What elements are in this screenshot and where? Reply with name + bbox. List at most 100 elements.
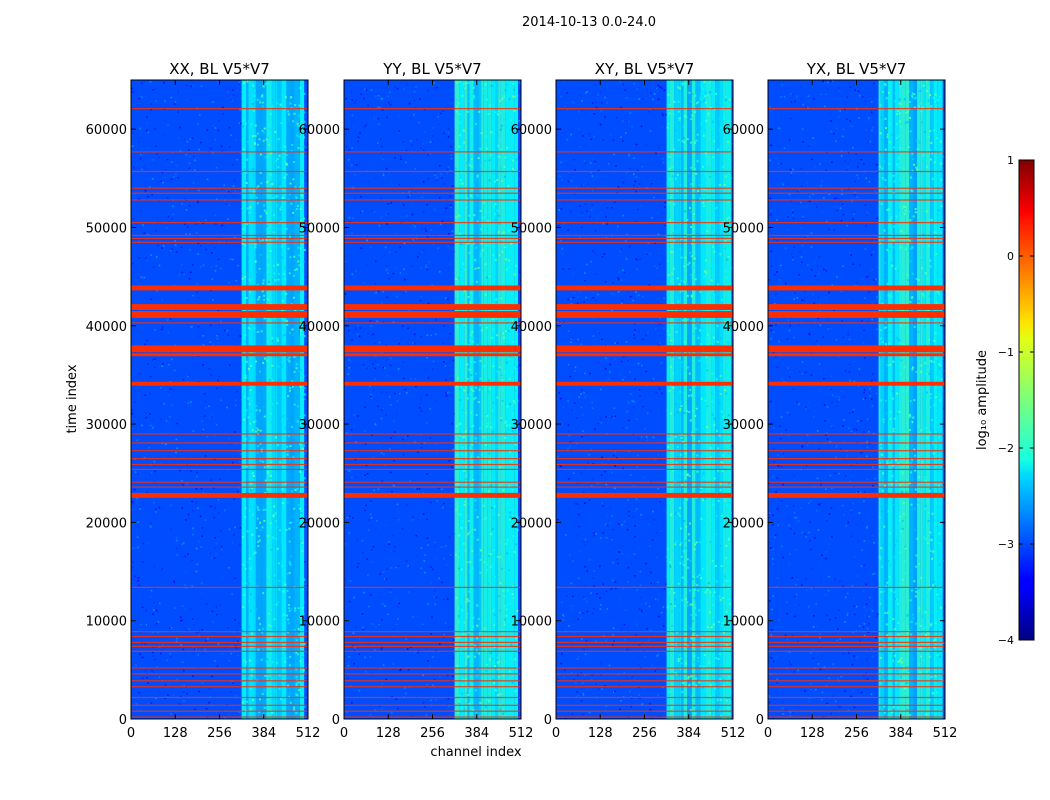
noise-speckle [374,423,376,425]
noise-speckle [441,488,443,491]
noise-speckle [147,363,149,365]
signal-stripe [291,80,295,719]
band-speckle [484,83,487,86]
noise-speckle [422,636,424,639]
noise-speckle [611,416,613,418]
band-speckle [279,185,282,188]
noise-speckle [638,694,640,696]
flag-line [344,450,521,452]
noise-speckle [392,554,395,557]
band-speckle [498,633,501,636]
noise-speckle [213,557,216,559]
noise-speckle [657,715,659,718]
band-speckle [458,647,460,650]
noise-speckle [196,563,199,566]
flag-line [131,151,308,153]
band-speckle [294,607,297,610]
noise-speckle [366,239,368,242]
band-speckle [301,175,304,178]
band-speckle [284,267,287,270]
noise-speckle [189,155,191,158]
noise-speckle [226,406,228,409]
noise-speckle [385,360,387,363]
noise-speckle [190,326,192,328]
noise-speckle [191,325,193,328]
noise-speckle [237,654,239,657]
noise-speckle [623,376,626,378]
noise-speckle [436,499,439,502]
band-speckle [259,240,262,242]
band-speckle [498,222,501,225]
noise-speckle [584,396,586,399]
band-speckle [281,565,284,568]
noise-speckle [579,94,582,96]
noise-speckle [353,425,356,427]
noise-speckle [427,376,430,379]
noise-speckle [205,603,208,605]
noise-speckle [439,661,441,663]
noise-speckle [192,155,195,158]
band-speckle [282,502,285,505]
noise-speckle [214,504,217,506]
noise-speckle [351,273,354,276]
noise-speckle [219,604,221,607]
noise-speckle [210,147,212,150]
noise-speckle [208,343,211,346]
noise-speckle [452,499,454,502]
band-speckle [506,220,508,223]
x-tick-label: 384 [464,726,489,741]
band-speckle [508,424,511,427]
noise-speckle [584,203,587,205]
band-speckle [456,453,459,456]
noise-speckle [133,575,136,578]
band-speckle [285,319,288,322]
noise-speckle [370,325,372,328]
noise-speckle [360,93,362,95]
noise-speckle [378,446,380,448]
noise-speckle [429,141,432,143]
band-speckle [498,691,501,694]
noise-speckle [412,516,414,518]
noise-speckle [422,623,424,626]
band-speckle [296,205,299,207]
band-speckle [456,377,459,380]
x-tick-label: 512 [509,726,534,741]
noise-speckle [593,113,596,115]
noise-speckle [440,546,443,548]
noise-speckle [419,98,421,100]
band-speckle [276,547,279,550]
noise-speckle [572,595,574,598]
noise-speckle [386,663,388,665]
band-speckle [510,617,513,620]
band-speckle [476,637,479,640]
band-speckle [485,227,488,230]
band-speckle [266,658,269,661]
band-speckle [244,333,247,336]
noise-speckle [195,570,198,573]
noise-speckle [144,189,147,192]
band-speckle [296,125,299,127]
noise-speckle [169,656,172,658]
noise-speckle [226,330,228,332]
noise-speckle [635,258,637,260]
band-speckle [505,268,508,271]
noise-speckle [432,684,434,686]
noise-speckle [380,596,382,599]
noise-speckle [218,375,220,378]
band-speckle [458,214,461,217]
noise-speckle [397,132,400,134]
band-speckle [250,687,252,690]
band-speckle [246,684,249,687]
noise-speckle [183,627,186,630]
noise-speckle [184,584,186,587]
noise-speckle [408,256,410,258]
noise-speckle [610,134,612,136]
band-speckle [502,712,505,715]
noise-speckle [144,255,146,257]
noise-speckle [438,129,440,132]
noise-speckle [380,417,383,420]
noise-speckle [435,214,438,217]
x-tick-label: 256 [420,726,445,741]
band-speckle [294,489,297,491]
signal-stripe [286,80,292,719]
